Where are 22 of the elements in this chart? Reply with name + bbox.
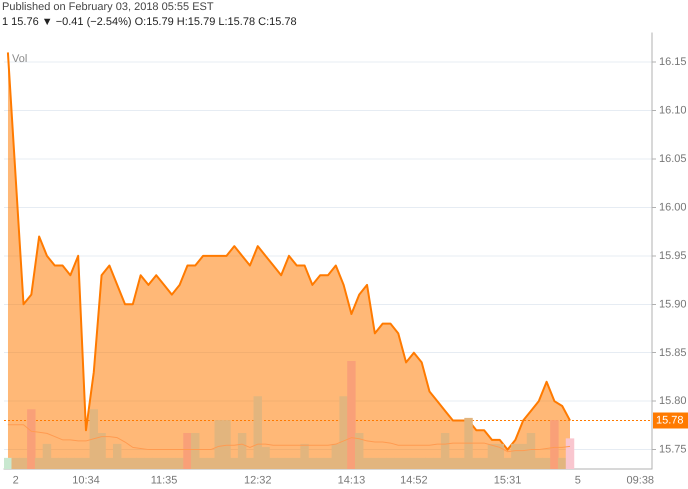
chart-title: Vol — [12, 53, 28, 65]
y-tick-label: 15.85 — [659, 346, 687, 359]
x-tick-label: 14:13 — [338, 474, 366, 487]
y-tick-label: 15.75 — [659, 444, 687, 456]
x-tick-label: 15:31 — [494, 474, 522, 487]
x-tick-label: 11:35 — [150, 474, 178, 487]
x-tick-label: 09:38 — [626, 474, 654, 487]
x-tick-label: 5 — [574, 474, 581, 487]
y-tick-label: 15.90 — [659, 298, 687, 310]
x-tick-label: 2 — [12, 474, 19, 487]
ref-line-label: 15.78 — [656, 414, 684, 427]
text: Published on February 03, 2018 05:55 EST — [2, 1, 214, 13]
y-tick-label: 16.00 — [659, 201, 687, 214]
x-tick-label: 12:32 — [244, 474, 272, 487]
chart-title: 1 15.76 ▼ −0.41 (−2.54%) O:15.79 H:15.79 L:15.78 C:15.78 — [2, 16, 297, 28]
y-tick-label: 15.95 — [659, 250, 687, 262]
x-tick-label: 10:34 — [72, 474, 100, 487]
y-tick-label: 15.80 — [659, 395, 687, 408]
y-tick-label: 16.15 — [659, 56, 687, 68]
y-tick-label: 16.10 — [659, 104, 687, 117]
x-tick-label: 14:52 — [400, 474, 428, 487]
y-tick-label: 16.05 — [659, 152, 687, 165]
